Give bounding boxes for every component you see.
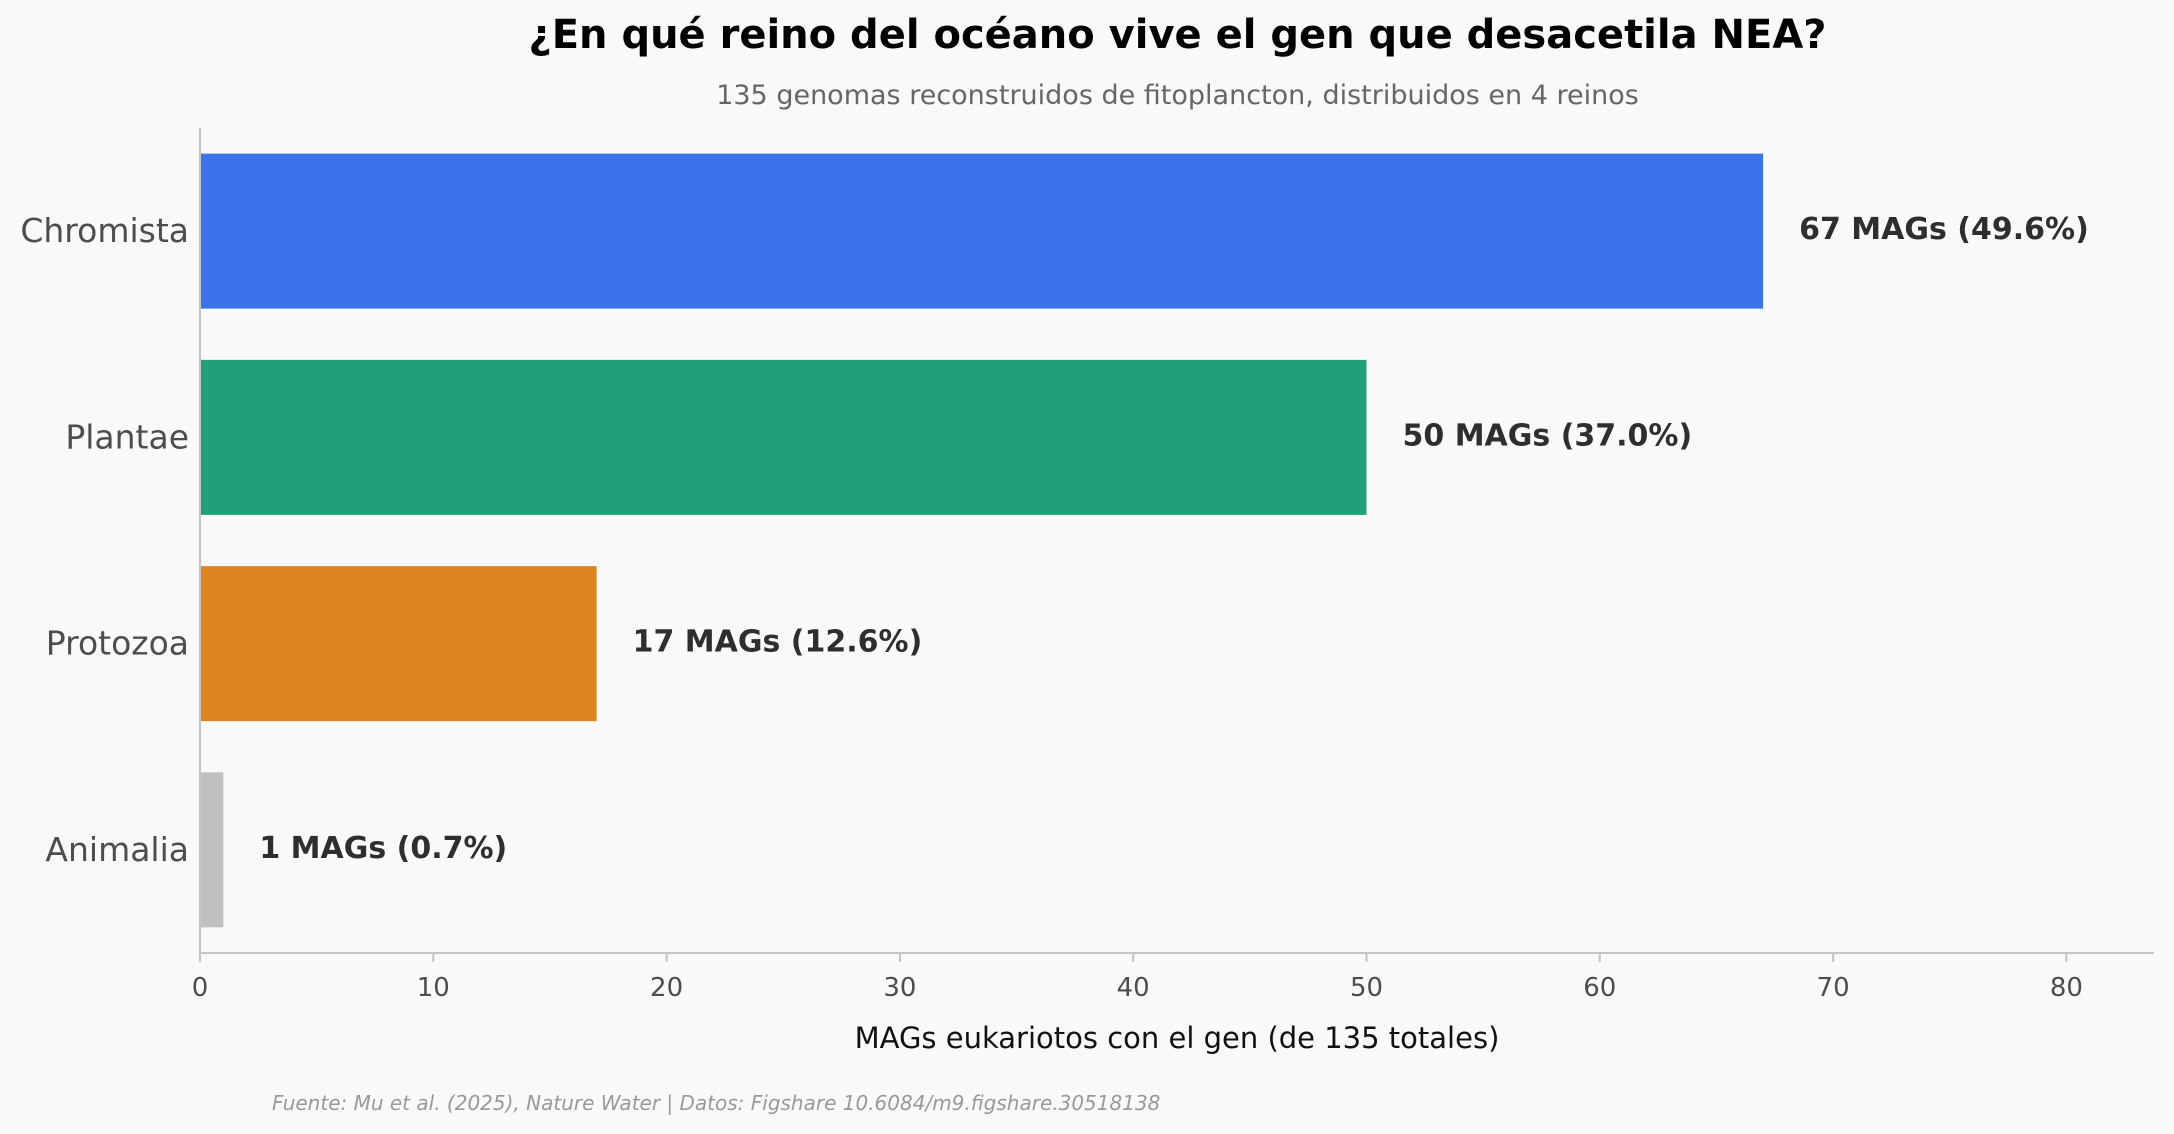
x-tick-label: 30	[883, 973, 916, 1003]
category-label-protozoa: Protozoa	[46, 624, 189, 663]
bar-plantae	[201, 359, 1367, 515]
x-tick-label: 70	[1817, 973, 1850, 1003]
value-label-plantae: 50 MAGs (37.0%)	[1403, 418, 1693, 453]
x-tick-label: 80	[2050, 973, 2083, 1003]
bars-layer: Chromista 67 MAGs (49.6%) Plantae 50 MAGs (…	[20, 153, 2089, 928]
value-label-protozoa: 17 MAGs (12.6%)	[633, 625, 923, 660]
category-label-plantae: Plantae	[65, 417, 189, 456]
x-tick-label: 20	[650, 973, 683, 1003]
x-ticks: 0 10 20 30 40 50 60 70 80	[192, 953, 2083, 1003]
x-tick-label: 10	[417, 973, 450, 1003]
axes-layer	[199, 128, 2154, 954]
bar-animalia	[201, 772, 224, 928]
bar-protozoa	[201, 566, 597, 722]
x-tick-label: 0	[192, 973, 209, 1003]
value-label-chromista: 67 MAGs (49.6%)	[1799, 212, 2089, 247]
source-note: Fuente: Mu et al. (2025), Nature Water |…	[272, 1091, 1161, 1115]
x-tick-label: 50	[1350, 973, 1383, 1003]
category-label-animalia: Animalia	[45, 830, 189, 869]
chart-title: ¿En qué reino del océano vive el gen que…	[528, 12, 1827, 58]
x-tick-label: 60	[1583, 973, 1616, 1003]
chart-subtitle: 135 genomas reconstruidos de fitoplancto…	[716, 80, 1639, 111]
category-label-chromista: Chromista	[20, 211, 189, 250]
bar-chromista	[201, 153, 1764, 309]
x-axis-label: MAGs eukariotos con el gen (de 135 total…	[855, 1021, 1500, 1055]
x-tick-label: 40	[1117, 973, 1150, 1003]
value-label-animalia: 1 MAGs (0.7%)	[259, 831, 507, 866]
